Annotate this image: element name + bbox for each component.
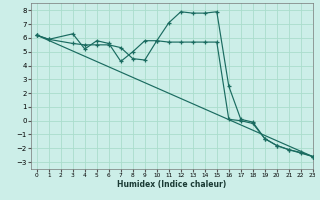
X-axis label: Humidex (Indice chaleur): Humidex (Indice chaleur) <box>117 180 227 189</box>
